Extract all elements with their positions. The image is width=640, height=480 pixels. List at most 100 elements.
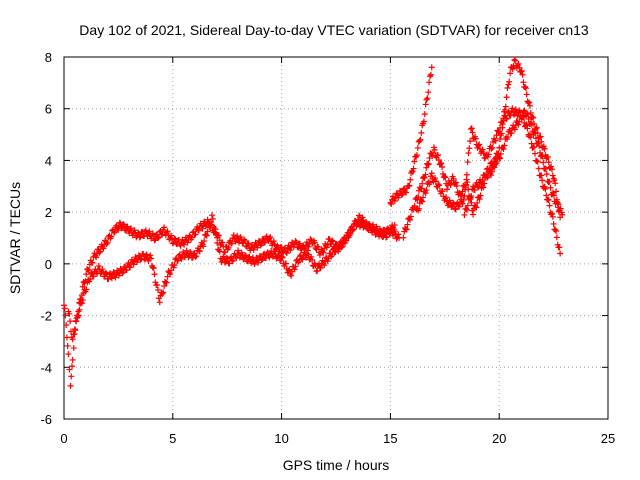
data-point bbox=[482, 174, 489, 181]
data-point bbox=[154, 282, 161, 289]
data-point bbox=[559, 211, 566, 218]
data-point bbox=[178, 255, 185, 262]
data-point bbox=[387, 199, 394, 206]
data-point bbox=[159, 290, 166, 297]
data-point bbox=[175, 257, 182, 264]
data-point bbox=[61, 305, 68, 312]
data-point bbox=[271, 241, 278, 248]
y-tick-label: -4 bbox=[40, 360, 52, 375]
data-point bbox=[282, 248, 289, 255]
data-point bbox=[518, 68, 525, 75]
data-point bbox=[415, 205, 422, 212]
data-point bbox=[525, 116, 532, 123]
data-point bbox=[485, 151, 492, 158]
data-point bbox=[409, 168, 416, 175]
data-point bbox=[470, 211, 477, 218]
data-point bbox=[155, 235, 162, 242]
x-tick-label: 10 bbox=[274, 431, 288, 446]
data-point bbox=[357, 218, 364, 225]
data-point bbox=[373, 223, 380, 230]
data-point bbox=[63, 322, 70, 329]
data-point bbox=[497, 150, 504, 157]
data-point bbox=[556, 244, 563, 251]
data-point bbox=[528, 119, 535, 126]
data-point bbox=[452, 206, 459, 213]
data-point bbox=[507, 112, 514, 119]
data-point bbox=[161, 224, 168, 231]
data-point bbox=[505, 81, 512, 88]
data-point bbox=[151, 237, 158, 244]
data-point bbox=[542, 165, 549, 172]
data-point bbox=[528, 121, 535, 128]
data-point bbox=[161, 282, 168, 289]
data-point bbox=[183, 247, 190, 254]
data-point bbox=[359, 214, 366, 221]
data-point bbox=[511, 126, 518, 133]
y-axis-label: SDTVAR / TECUs bbox=[7, 182, 23, 294]
data-point bbox=[418, 129, 425, 136]
x-axis-label: GPS time / hours bbox=[283, 457, 390, 473]
data-point bbox=[370, 224, 377, 231]
data-point bbox=[304, 247, 311, 254]
data-point bbox=[534, 158, 541, 165]
data-point bbox=[545, 196, 552, 203]
data-point bbox=[222, 249, 229, 256]
data-point bbox=[465, 150, 472, 157]
data-point bbox=[148, 255, 155, 262]
data-point bbox=[475, 142, 482, 149]
data-point bbox=[309, 256, 316, 263]
data-point bbox=[339, 243, 346, 250]
data-point bbox=[407, 213, 414, 220]
data-point bbox=[403, 189, 410, 196]
data-point bbox=[407, 176, 414, 183]
data-point bbox=[367, 223, 374, 230]
data-point bbox=[335, 245, 342, 252]
data-point bbox=[496, 154, 503, 161]
data-point bbox=[235, 247, 242, 254]
data-point bbox=[455, 203, 462, 210]
data-point bbox=[523, 91, 530, 98]
data-point bbox=[418, 197, 425, 204]
data-point bbox=[250, 246, 257, 253]
data-point bbox=[548, 166, 555, 173]
data-point bbox=[126, 263, 133, 270]
data-point bbox=[177, 242, 184, 249]
data-point bbox=[363, 220, 370, 227]
y-tick-label: 4 bbox=[45, 153, 52, 168]
data-point bbox=[88, 269, 95, 276]
data-point bbox=[435, 152, 441, 159]
data-point bbox=[501, 106, 508, 113]
data-point bbox=[400, 234, 407, 241]
data-point bbox=[242, 252, 249, 259]
data-point bbox=[326, 236, 333, 243]
data-point bbox=[62, 312, 69, 319]
data-point bbox=[165, 268, 172, 275]
data-point bbox=[527, 134, 534, 141]
data-point bbox=[395, 231, 402, 238]
data-point bbox=[184, 239, 191, 246]
data-point bbox=[539, 177, 546, 184]
data-point bbox=[223, 254, 230, 261]
data-point bbox=[68, 363, 75, 370]
x-tick-labels: 0 5 10 15 20 25 bbox=[60, 431, 615, 446]
data-point bbox=[524, 125, 531, 132]
data-point bbox=[155, 233, 162, 240]
x-tick-label: 5 bbox=[169, 431, 176, 446]
data-point bbox=[467, 138, 474, 145]
data-point bbox=[64, 342, 71, 349]
data-point bbox=[260, 235, 267, 242]
data-point bbox=[463, 181, 470, 188]
data-point bbox=[548, 210, 555, 217]
data-point bbox=[298, 255, 305, 262]
data-point bbox=[160, 289, 167, 296]
data-point bbox=[496, 129, 503, 136]
data-point bbox=[547, 184, 554, 191]
data-point bbox=[127, 264, 134, 271]
data-point bbox=[149, 230, 156, 237]
data-point bbox=[108, 275, 115, 282]
data-point bbox=[388, 201, 395, 208]
data-point bbox=[365, 226, 372, 233]
data-point bbox=[461, 193, 468, 200]
data-point bbox=[271, 248, 278, 255]
data-point bbox=[457, 196, 464, 203]
